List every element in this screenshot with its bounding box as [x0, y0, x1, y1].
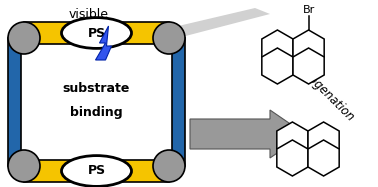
Ellipse shape — [62, 156, 132, 186]
Polygon shape — [277, 122, 308, 158]
Text: Br: Br — [302, 5, 315, 15]
Text: dehalogenation: dehalogenation — [283, 50, 357, 124]
Text: light: light — [74, 28, 102, 41]
Circle shape — [8, 22, 40, 54]
Polygon shape — [293, 48, 324, 84]
Polygon shape — [308, 122, 339, 158]
Ellipse shape — [62, 18, 132, 48]
Text: binding: binding — [70, 105, 123, 119]
Polygon shape — [308, 140, 339, 176]
Bar — [24, 160, 169, 182]
Polygon shape — [96, 26, 112, 60]
Circle shape — [153, 22, 185, 54]
Text: PS: PS — [87, 27, 105, 39]
Bar — [24, 22, 169, 44]
Polygon shape — [174, 8, 270, 39]
Bar — [8, 38, 21, 166]
Polygon shape — [277, 140, 308, 176]
Text: visible: visible — [68, 8, 108, 21]
Bar — [172, 38, 185, 166]
Text: substrate: substrate — [63, 82, 130, 94]
Text: PS: PS — [87, 165, 105, 177]
Polygon shape — [262, 48, 293, 84]
Polygon shape — [262, 30, 293, 66]
FancyArrow shape — [190, 110, 305, 158]
Circle shape — [153, 150, 185, 182]
Polygon shape — [293, 30, 324, 66]
Circle shape — [8, 150, 40, 182]
